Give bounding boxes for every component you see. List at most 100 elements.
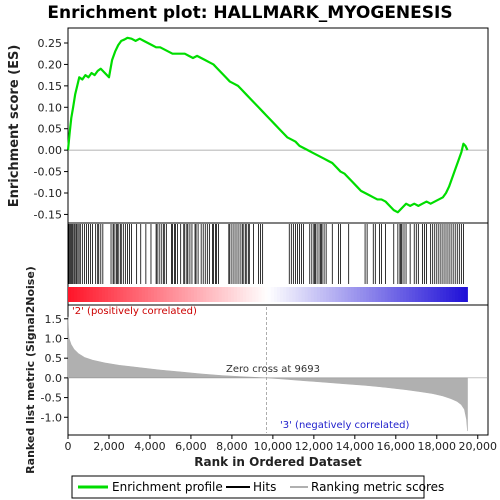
ranking-color-segment (286, 287, 290, 302)
ranking-color-segment (323, 287, 327, 302)
ranking-color-segment (381, 287, 385, 302)
ranking-color-segment (338, 287, 342, 302)
ranking-color-segment (181, 287, 186, 302)
ranking-color-segment (363, 287, 367, 302)
ranking-color-segment (421, 287, 425, 302)
es-y-tick-label: -0.15 (34, 208, 62, 221)
ranking-color-segment (283, 287, 287, 302)
ranking-color-segment (292, 287, 296, 302)
x-tick-label: 2,000 (93, 440, 125, 453)
ranking-color-segment (353, 287, 358, 302)
ranking-color-segment (77, 287, 81, 302)
ranking-color-segment (71, 287, 75, 302)
ranking-color-segment (347, 287, 352, 302)
ranking-color-segment (344, 287, 349, 302)
ranking-color-segment (273, 287, 278, 302)
ranking-color-segment (117, 287, 121, 302)
ranking-color-segment (197, 287, 201, 302)
ranking-color-segment (240, 287, 244, 302)
ranking-color-segment (255, 287, 259, 302)
metric-y-axis-label: Ranked list metric (Signal2Noise) (24, 266, 37, 474)
x-tick-label: 16,000 (377, 440, 416, 453)
ranking-color-segment (424, 287, 428, 302)
x-tick-label: 4,000 (134, 440, 166, 453)
ranking-color-segment (184, 287, 189, 302)
ranking-color-segment (215, 287, 219, 302)
ranking-color-segment (101, 287, 106, 302)
ranking-color-segment (332, 287, 336, 302)
ranking-color-segment (449, 287, 453, 302)
ranking-color-segment (258, 287, 263, 302)
ranking-color-segment (169, 287, 173, 302)
ranking-color-segment (366, 287, 370, 302)
ranking-color-segment (384, 287, 389, 302)
es-profile-line (66, 36, 469, 214)
ranking-color-segment (393, 287, 398, 302)
ranking-color-segment (227, 287, 232, 302)
ranking-color-segment (427, 287, 432, 302)
ranking-color-segment (203, 287, 207, 302)
ranking-color-segment (399, 287, 404, 302)
ranking-color-segment (209, 287, 213, 302)
ranking-color-segment (375, 287, 379, 302)
ranking-color-segment (329, 287, 333, 302)
ranking-color-segment (280, 287, 284, 302)
ranking-color-segment (111, 287, 115, 302)
ranking-color-segment (439, 287, 444, 302)
ranking-color-segment (418, 287, 422, 302)
ranking-color-segment (135, 287, 140, 302)
ranking-color-segment (237, 287, 241, 302)
ranking-color-segment (458, 287, 462, 302)
ranking-color-segment (150, 287, 155, 302)
ranking-color-segment (120, 287, 124, 302)
x-tick-label: 6,000 (175, 440, 207, 453)
ranking-color-segment (359, 287, 364, 302)
metric-y-tick-label: 0.5 (45, 352, 63, 365)
ranking-color-segment (298, 287, 302, 302)
es-panel-frame (67, 27, 489, 224)
ranking-color-segment (249, 287, 253, 302)
ranking-color-segment (172, 287, 176, 302)
hits-layer (68, 224, 468, 302)
ranking-color-segment (86, 287, 90, 302)
x-axis-label: Rank in Ordered Dataset (194, 455, 362, 469)
ranking-color-segment (320, 287, 324, 302)
ranking-color-segment (98, 287, 103, 302)
x-tick-label: 12,000 (295, 440, 334, 453)
legend-label-metric: Ranking metric scores (311, 480, 444, 494)
es-y-tick-label: 0.00 (38, 144, 63, 157)
ranking-color-segment (144, 287, 149, 302)
ranking-color-segment (83, 287, 87, 302)
ranking-color-segment (224, 287, 229, 302)
ranking-color-segment (415, 287, 419, 302)
ranking-color-segment (335, 287, 339, 302)
ranking-color-segment (378, 287, 382, 302)
legend-label-hits: Hits (253, 480, 276, 494)
ranking-color-segment (160, 287, 164, 302)
ranking-color-segment (412, 287, 416, 302)
ranking-color-segment (387, 287, 392, 302)
ranking-color-segment (307, 287, 312, 302)
positive-correlation-label: '2' (positively correlated) (72, 306, 197, 317)
ranking-color-segment (129, 287, 133, 302)
axes-layer: -0.15-0.10-0.050.000.050.100.150.200.25-… (34, 37, 497, 453)
ranking-color-segment (372, 287, 376, 302)
ranking-color-segment (166, 287, 170, 302)
ranking-color-segment (200, 287, 204, 302)
ranking-color-segment (147, 287, 152, 302)
ranking-color-segment (464, 287, 468, 302)
ranking-color-segment (95, 287, 100, 302)
ranking-color-segment (154, 287, 158, 302)
ranking-color-segment (390, 287, 395, 302)
ranking-color-segment (123, 287, 127, 302)
ranking-color-segment (289, 287, 293, 302)
ranking-color-segment (92, 287, 97, 302)
ranking-color-segment (107, 287, 112, 302)
ranking-color-segment (313, 287, 318, 302)
ranking-color-segment (350, 287, 355, 302)
ranking-color-segment (369, 287, 373, 302)
x-tick-label: 8,000 (216, 440, 248, 453)
ranking-color-segment (461, 287, 465, 302)
legend-label-enrichment: Enrichment profile (112, 480, 223, 494)
